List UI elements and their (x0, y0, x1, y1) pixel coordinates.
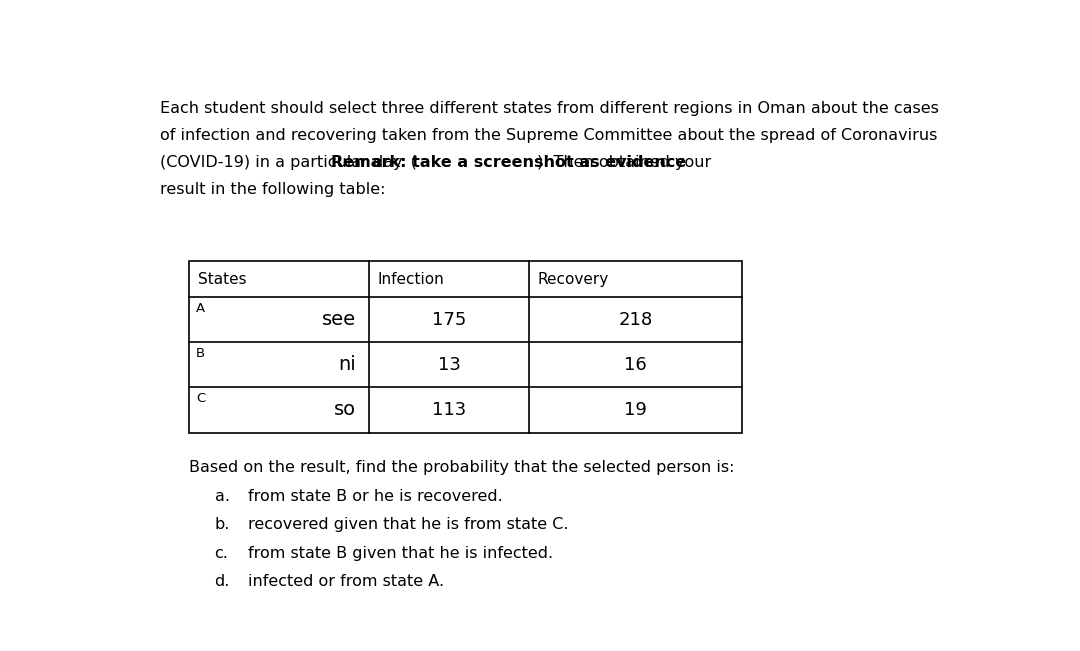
Text: Recovery: Recovery (538, 271, 609, 286)
Text: from state B or he is recovered.: from state B or he is recovered. (248, 489, 503, 504)
Text: c.: c. (215, 546, 228, 561)
Text: 218: 218 (619, 311, 652, 329)
Text: 113: 113 (432, 401, 467, 419)
Text: ni: ni (339, 355, 356, 374)
Bar (189, 261, 742, 432)
Text: result in the following table:: result in the following table: (160, 182, 386, 197)
Text: d.: d. (215, 574, 230, 589)
Text: 175: 175 (432, 311, 467, 329)
Text: from state B given that he is infected.: from state B given that he is infected. (248, 546, 553, 561)
Text: see: see (322, 311, 356, 329)
Text: recovered given that he is from state C.: recovered given that he is from state C. (248, 518, 568, 533)
Text: 16: 16 (624, 356, 647, 374)
Text: of infection and recovering taken from the Supreme Committee about the spread of: of infection and recovering taken from t… (160, 128, 937, 143)
Text: 19: 19 (624, 401, 647, 419)
Text: C: C (197, 393, 205, 406)
Text: Remark: take a screenshot as evidence: Remark: take a screenshot as evidence (330, 155, 686, 170)
Text: so: so (335, 400, 356, 419)
Text: Each student should select three different states from different regions in Oman: Each student should select three differe… (160, 101, 939, 116)
Text: (COVID-19) in a particular day. (: (COVID-19) in a particular day. ( (160, 155, 417, 170)
Text: A: A (197, 302, 205, 315)
Text: a.: a. (215, 489, 230, 504)
Text: States: States (198, 271, 246, 286)
Text: B: B (197, 347, 205, 360)
Text: ). Then obtained your: ). Then obtained your (537, 155, 711, 170)
Text: Based on the result, find the probability that the selected person is:: Based on the result, find the probabilit… (189, 460, 734, 475)
Text: 13: 13 (437, 356, 460, 374)
Text: Infection: Infection (377, 271, 444, 286)
Text: b.: b. (215, 518, 230, 533)
Text: infected or from state A.: infected or from state A. (248, 574, 444, 589)
